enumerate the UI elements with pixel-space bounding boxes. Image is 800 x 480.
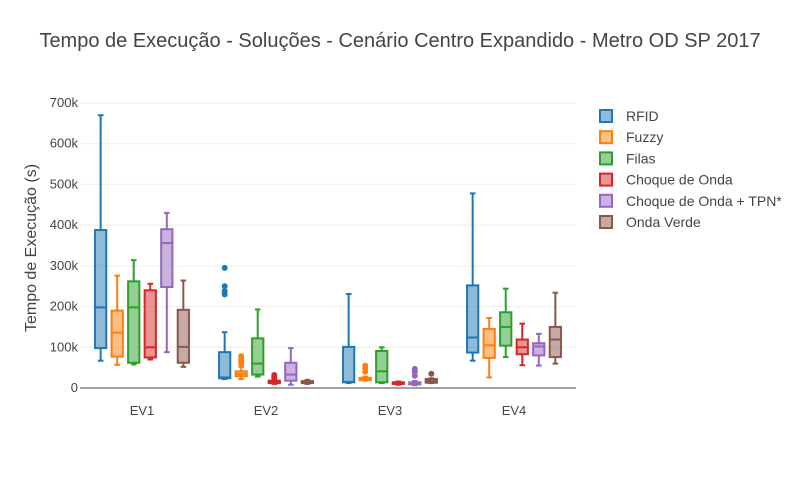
box-fuzzy-ev2[interactable] (234, 353, 248, 381)
box-iqr (176, 308, 190, 364)
box-iqr (532, 342, 546, 357)
outlier-point (362, 368, 369, 375)
outlier-point (221, 291, 228, 298)
box-iqr (160, 228, 174, 289)
box-rfid-ev3[interactable] (342, 292, 356, 385)
box-iqr (218, 351, 232, 380)
legend-item[interactable]: RFID (599, 108, 659, 124)
legend-label: Choque de Onda (626, 172, 733, 188)
box-choque-de-onda-ev2[interactable] (267, 371, 281, 385)
box-iqr (143, 289, 157, 359)
box-choque-de-onda-ev4[interactable] (515, 322, 529, 367)
box-iqr (127, 280, 141, 364)
box-fuzzy-ev1[interactable] (110, 274, 124, 366)
grid-lines (80, 102, 576, 389)
y-tick-labels: 0 100k 200k 300k 400k 500k 600k 700k (50, 95, 79, 395)
box-iqr (342, 345, 356, 384)
x-tick-label: EV3 (378, 403, 403, 418)
legend-swatch (599, 151, 613, 166)
legend-item[interactable]: Choque de Onda + TPN* (599, 193, 782, 209)
y-tick-label: 500k (50, 176, 79, 191)
y-tick-label: 200k (50, 299, 79, 314)
box-onda-verde-ev3[interactable] (424, 370, 438, 385)
legend-item[interactable]: Filas (599, 150, 656, 166)
box-iqr (110, 309, 124, 358)
y-tick-label: 300k (50, 258, 79, 273)
y-tick-label: 600k (50, 136, 79, 151)
legend-item[interactable]: Onda Verde (599, 214, 701, 230)
box-iqr (482, 327, 496, 359)
y-tick-label: 0 (71, 380, 78, 395)
y-tick-label: 400k (50, 217, 79, 232)
box-iqr (251, 337, 265, 376)
box-iqr (94, 229, 108, 350)
box-choque-de-onda-tpn--ev4[interactable] (532, 332, 546, 367)
legend-swatch (599, 215, 613, 229)
box-rfid-ev2[interactable] (218, 264, 232, 381)
box-fuzzy-ev3[interactable] (358, 362, 372, 382)
outlier-point (271, 374, 278, 381)
outlier-point (428, 370, 435, 377)
outlier-point (221, 264, 228, 271)
box-filas-ev3[interactable] (375, 346, 389, 385)
box-marks (94, 114, 562, 387)
box-onda-verde-ev2[interactable] (300, 378, 314, 385)
legend-swatch (599, 109, 613, 123)
box-choque-de-onda-tpn--ev3[interactable] (408, 365, 422, 387)
box-choque-de-onda-tpn--ev1[interactable] (160, 211, 174, 354)
box-rfid-ev4[interactable] (466, 192, 480, 362)
x-tick-label: EV4 (502, 403, 527, 418)
y-axis-title: Tempo de Execução (s) (23, 164, 40, 332)
legend: RFID Fuzzy Filas Choque de Onda Choque de On… (599, 108, 782, 230)
x-tick-label: EV2 (254, 403, 279, 418)
x-tick-label: EV1 (130, 403, 155, 418)
chart-title: Tempo de Execução - Soluções - Cenário C… (39, 30, 761, 52)
box-choque-de-onda-ev3[interactable] (391, 380, 405, 386)
box-iqr (548, 325, 562, 359)
box-fuzzy-ev4[interactable] (482, 316, 496, 379)
legend-item[interactable]: Fuzzy (599, 129, 663, 145)
box-iqr (466, 284, 480, 354)
box-filas-ev2[interactable] (251, 308, 265, 378)
legend-label: RFID (626, 108, 659, 124)
box-iqr (284, 361, 298, 382)
y-tick-label: 100k (50, 339, 79, 354)
box-onda-verde-ev4[interactable] (548, 291, 562, 365)
box-choque-de-onda-tpn--ev2[interactable] (284, 347, 298, 386)
box-filas-ev4[interactable] (499, 287, 513, 359)
legend-label: Choque de Onda + TPN* (626, 193, 782, 209)
outlier-point (411, 372, 418, 379)
box-iqr (499, 311, 513, 347)
legend-label: Onda Verde (626, 214, 701, 230)
legend-swatch (599, 130, 613, 145)
outlier-point (238, 360, 245, 367)
legend-item[interactable]: Choque de Onda (599, 172, 733, 188)
legend-label: Fuzzy (626, 129, 663, 145)
box-filas-ev1[interactable] (127, 259, 141, 366)
box-rfid-ev1[interactable] (94, 114, 108, 362)
box-iqr (375, 349, 389, 384)
legend-swatch (599, 172, 613, 187)
y-tick-label: 700k (50, 95, 79, 110)
outlier-point (221, 283, 228, 290)
legend-swatch (599, 193, 613, 208)
box-choque-de-onda-ev1[interactable] (143, 282, 157, 361)
box-onda-verde-ev1[interactable] (176, 279, 190, 368)
x-tick-labels: EV1 EV2 EV3 EV4 (130, 403, 527, 418)
legend-label: Filas (626, 150, 656, 166)
